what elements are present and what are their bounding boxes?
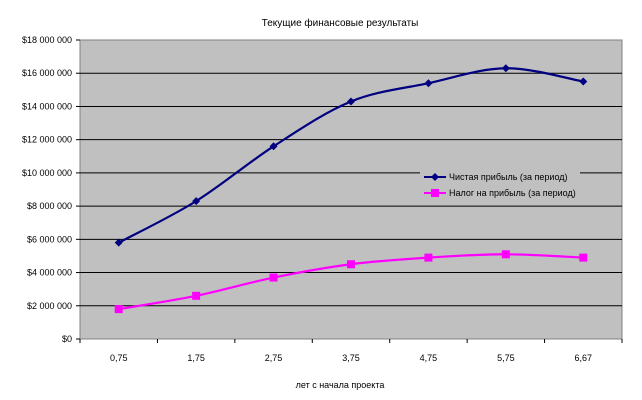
y-tick-label: $18 000 000 [22,35,72,45]
gridlines [80,72,622,307]
y-tick-label: $0 [62,334,72,344]
legend: Чистая прибыль (за период) Налог на прибы… [420,168,580,202]
data-point [114,238,123,247]
data-point [192,291,201,300]
legend-marker [431,189,439,197]
x-tick-label: 5,75 [497,353,515,363]
chart-title: Текущие финансовые результаты [262,17,419,29]
y-tick-label: $2 000 000 [27,301,72,311]
y-tick-label: $10 000 000 [22,168,72,178]
data-point [579,253,588,262]
x-tick-label: 4,75 [420,353,438,363]
x-tick-label: 6,67 [575,353,593,363]
x-tick-label: 2,75 [265,353,283,363]
x-tick-label: 1,75 [187,353,205,363]
y-tick-label: $14 000 000 [22,101,72,111]
series-2 [114,250,588,314]
x-tick-label: 3,75 [342,353,360,363]
data-point [347,260,355,269]
y-axis-ticks: $0 $2 000 000 $4 000 000 $6 000 000 $8 000 0… [22,35,80,344]
data-point [424,253,433,262]
data-point [501,250,510,259]
legend-label: Чистая прибыль (за период) [449,172,568,182]
legend-label: Налог на прибыль (за период) [449,188,576,198]
data-point [269,142,278,151]
x-axis-ticks: 0,75 1,75 2,75 3,75 4,75 5,75 6,67 [79,339,623,363]
series-1 [114,64,588,247]
y-tick-label: $8 000 000 [27,201,72,211]
data-point [579,77,588,86]
y-tick-label: $6 000 000 [27,234,72,244]
data-point [501,64,510,73]
legend-box [420,168,580,202]
data-point [114,305,123,314]
y-tick-label: $16 000 000 [22,68,72,78]
data-point [424,79,433,88]
data-point [192,197,201,206]
x-tick-label: 0,75 [110,353,128,363]
y-tick-label: $12 000 000 [22,135,72,145]
series-layer [114,64,588,314]
data-point [347,97,355,106]
data-point [269,273,278,282]
x-axis-label: лет с начала проекта [296,380,385,390]
y-tick-label: $4 000 000 [27,268,72,278]
legend-marker [431,173,439,181]
